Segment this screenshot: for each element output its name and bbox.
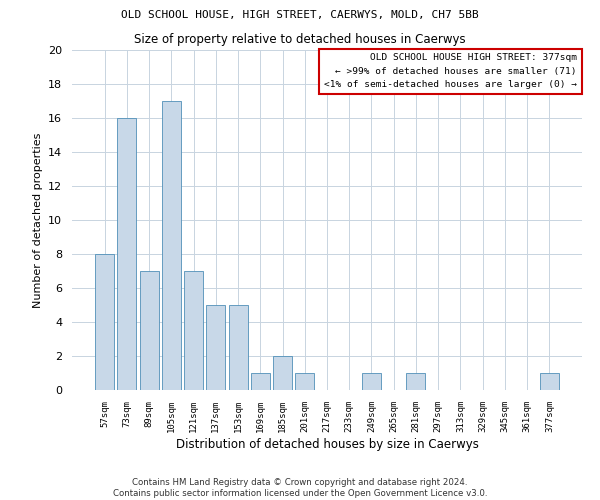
Text: Contains HM Land Registry data © Crown copyright and database right 2024.
Contai: Contains HM Land Registry data © Crown c…	[113, 478, 487, 498]
Bar	[251, 373, 270, 390]
Bar	[162, 101, 181, 390]
Bar	[184, 271, 203, 390]
Text: Size of property relative to detached houses in Caerwys: Size of property relative to detached ho…	[134, 32, 466, 46]
Bar	[206, 305, 225, 390]
Bar	[273, 356, 292, 390]
Bar	[118, 118, 136, 390]
Bar	[95, 254, 114, 390]
Bar	[140, 271, 158, 390]
Text: OLD SCHOOL HOUSE, HIGH STREET, CAERWYS, MOLD, CH7 5BB: OLD SCHOOL HOUSE, HIGH STREET, CAERWYS, …	[121, 10, 479, 20]
X-axis label: Distribution of detached houses by size in Caerwys: Distribution of detached houses by size …	[176, 438, 478, 450]
Bar	[295, 373, 314, 390]
Bar	[229, 305, 248, 390]
Bar	[540, 373, 559, 390]
Bar	[362, 373, 381, 390]
Text: OLD SCHOOL HOUSE HIGH STREET: 377sqm
← >99% of detached houses are smaller (71)
: OLD SCHOOL HOUSE HIGH STREET: 377sqm ← >…	[324, 54, 577, 89]
Bar	[406, 373, 425, 390]
Y-axis label: Number of detached properties: Number of detached properties	[32, 132, 43, 308]
